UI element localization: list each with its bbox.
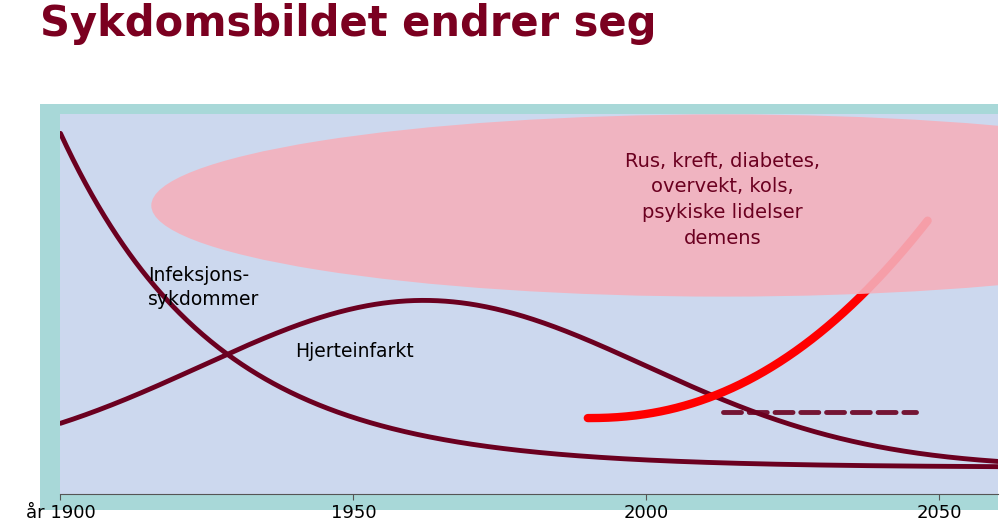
Ellipse shape <box>151 114 1008 296</box>
Text: Rus, kreft, diabetes,
overvekt, kols,
psykiske lidelser
demens: Rus, kreft, diabetes, overvekt, kols, ps… <box>625 152 821 248</box>
Text: Hjerteinfarkt: Hjerteinfarkt <box>295 342 413 361</box>
Text: Sykdomsbildet endrer seg: Sykdomsbildet endrer seg <box>40 3 657 45</box>
Text: Infeksjons-
sykdommer: Infeksjons- sykdommer <box>148 266 260 309</box>
